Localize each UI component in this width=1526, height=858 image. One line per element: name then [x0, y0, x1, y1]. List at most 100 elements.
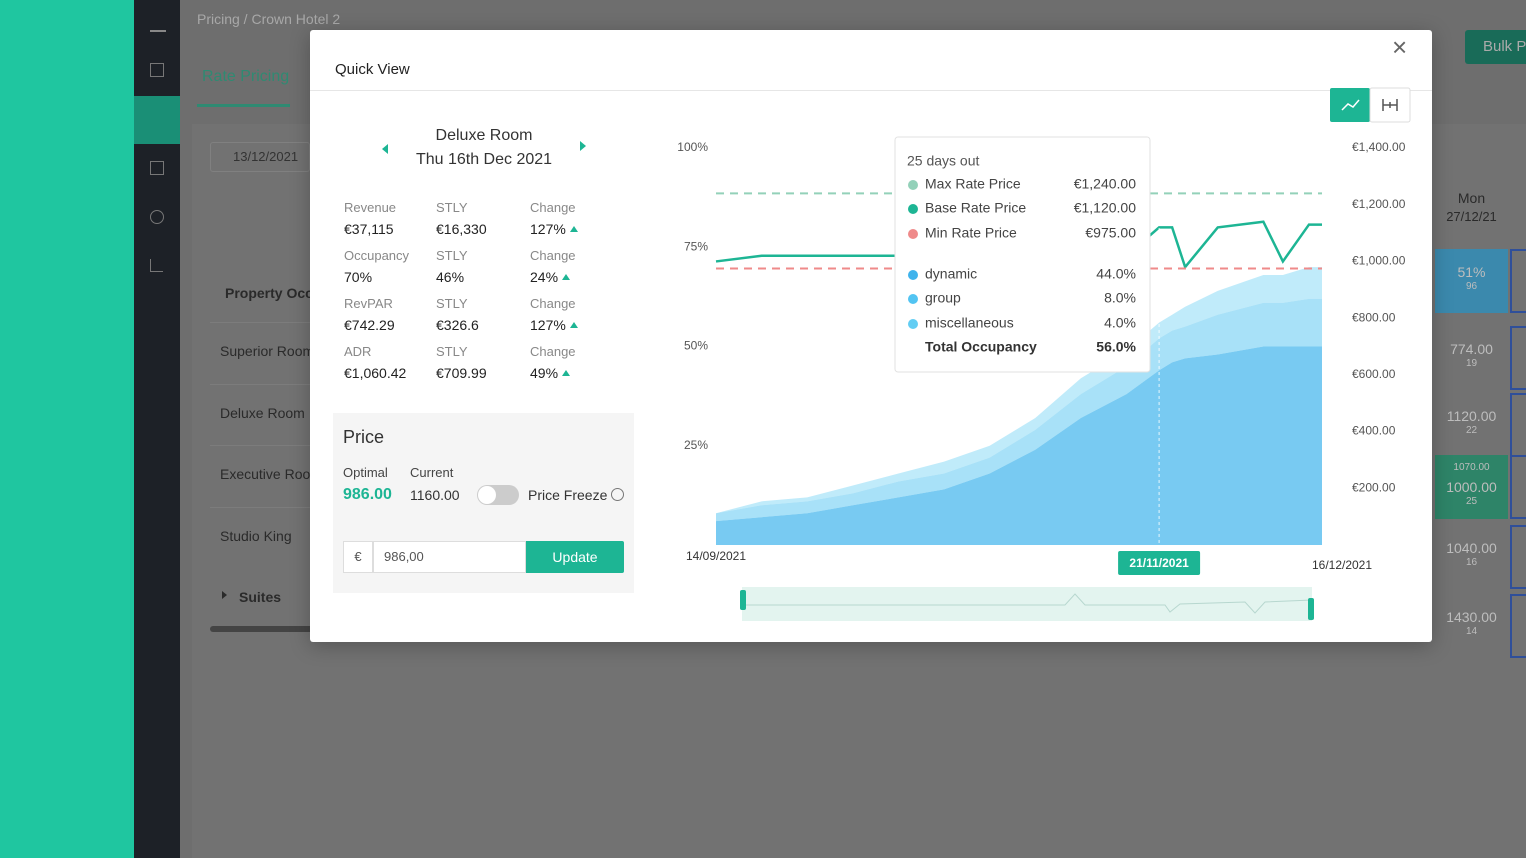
x-tick-label: 14/09/2021	[686, 549, 746, 563]
metric-label: Change	[530, 296, 576, 311]
tooltip-box	[894, 136, 1151, 373]
x-tick-label: 21/11/2021	[1129, 556, 1189, 570]
tooltip-value: €1,120.00	[1074, 200, 1136, 216]
y-tick-label: 100%	[677, 140, 708, 154]
next-cell[interactable]	[1510, 525, 1526, 589]
occupancy-area	[716, 346, 1322, 545]
room-name: Deluxe Room	[435, 127, 533, 144]
table-row[interactable]	[210, 383, 310, 443]
nav-icon[interactable]	[150, 259, 163, 272]
metric-value: 70%	[344, 269, 373, 285]
nav-active[interactable]	[134, 96, 180, 144]
tooltip-dot	[908, 204, 918, 214]
tooltip-name: dynamic	[925, 266, 977, 282]
table-row[interactable]	[210, 506, 310, 566]
metric-label: Revenue	[344, 200, 397, 215]
nav-icon[interactable]	[150, 161, 164, 175]
group-arrow	[222, 591, 227, 599]
tooltip-name: Max Rate Price	[925, 176, 1021, 192]
bulk-button[interactable]: Bulk P	[1465, 30, 1526, 64]
current-price: 1160.00	[410, 487, 460, 503]
quick-view-modal: Quick View × Deluxe Room Thu 16th Dec 20…	[310, 30, 1432, 642]
metric-label: ADR	[344, 344, 372, 359]
navigator-handle[interactable]	[1308, 598, 1314, 620]
occupancy-area	[716, 298, 1322, 522]
toggle-knob	[478, 486, 496, 504]
metric-label: Occupancy	[344, 248, 410, 263]
cell-text: 774.00	[1450, 341, 1493, 357]
cell-text: 96	[1465, 281, 1478, 292]
help-icon[interactable]	[611, 488, 624, 501]
row-label: Executive Room	[220, 466, 322, 482]
header-divider	[310, 90, 1432, 91]
row-label: Studio King	[220, 527, 292, 544]
logo	[150, 14, 166, 32]
metric-value: €16,330	[436, 221, 487, 237]
tooltip-name: group	[925, 290, 961, 306]
prev-arrow[interactable]	[382, 144, 388, 154]
metric-label: STLY	[436, 248, 468, 263]
current-label: Current	[410, 465, 454, 480]
occupancy-area	[716, 267, 1322, 514]
currency: €	[343, 541, 373, 573]
range-icon	[1382, 99, 1398, 111]
metric-label: Change	[530, 248, 576, 263]
metric-label: STLY	[436, 200, 468, 215]
price-input[interactable]: 986,00	[373, 541, 526, 573]
next-cell[interactable]	[1510, 594, 1526, 658]
navigator[interactable]	[742, 587, 1312, 621]
metric-label: Change	[530, 344, 576, 359]
tab[interactable]: Rate Pricing	[202, 68, 290, 85]
cell-text: 25	[1465, 495, 1478, 507]
tooltip-name: Min Rate Price	[925, 225, 1017, 241]
freeze-toggle[interactable]	[477, 485, 519, 505]
next-cell[interactable]	[1510, 326, 1526, 390]
cell-text: 16	[1465, 557, 1478, 568]
cell-text: 22	[1465, 425, 1478, 436]
cell-text: 1070.00	[1453, 461, 1490, 473]
table-row[interactable]	[210, 445, 310, 504]
y2-tick-label: €1,000.00	[1352, 254, 1406, 268]
update-button[interactable]: Update	[526, 541, 624, 573]
y2-tick-label: €400.00	[1352, 424, 1396, 438]
metric-value: 49%	[530, 365, 570, 381]
cell-text: 19	[1465, 358, 1478, 369]
navigator-handle[interactable]	[740, 590, 746, 610]
metric-value: 127%	[530, 221, 578, 237]
next-cell[interactable]	[1510, 249, 1526, 313]
group-label[interactable]: Suites	[239, 589, 282, 605]
metric-value: €1,060.42	[344, 365, 407, 381]
tooltip-value: 4.0%	[1104, 315, 1136, 331]
cell-text: 1000.00	[1446, 478, 1497, 495]
next-cell[interactable]	[1510, 393, 1526, 457]
rate-cell[interactable]	[1435, 249, 1508, 313]
close-button[interactable]: ×	[1392, 32, 1408, 62]
date-picker[interactable]: 13/12/2021	[210, 142, 310, 172]
optimal-label: Optimal	[343, 465, 388, 480]
price-panel: Price Optimal 986.00 Current 1160.00 Pri…	[333, 413, 634, 593]
breadcrumb[interactable]: Pricing / Crown Hotel 2	[197, 11, 341, 27]
chart: 25% 50% 75% 100% €200.00 €400.00 €600.00 €800.0…	[677, 87, 1411, 621]
nav-icon[interactable]	[150, 210, 164, 224]
tab-underline	[197, 104, 290, 107]
column-day: Mon	[1457, 190, 1486, 206]
nav-icon[interactable]	[150, 63, 164, 77]
tooltip-dot	[908, 270, 918, 280]
next-arrow[interactable]	[580, 141, 586, 151]
metric-value: €709.99	[436, 365, 487, 381]
room-date: Thu 16th Dec 2021	[415, 151, 553, 168]
table-row[interactable]	[210, 322, 310, 381]
row-label: Superior Room	[220, 343, 315, 359]
price-title: Price	[343, 427, 385, 447]
metric-label: RevPAR	[344, 296, 393, 311]
metric-value: €37,115	[344, 221, 394, 237]
rate-cell[interactable]	[1435, 455, 1508, 519]
plot: 25% 50% 75% 100% €200.00 €400.00 €600.00 €800.0…	[677, 136, 1406, 575]
tooltip-dot	[908, 294, 918, 304]
next-cell[interactable]	[1510, 455, 1526, 519]
sidebar	[134, 0, 180, 858]
y2-tick-label: €600.00	[1352, 367, 1396, 381]
metric-label: STLY	[436, 296, 468, 311]
tooltip-value: 8.0%	[1104, 290, 1136, 306]
